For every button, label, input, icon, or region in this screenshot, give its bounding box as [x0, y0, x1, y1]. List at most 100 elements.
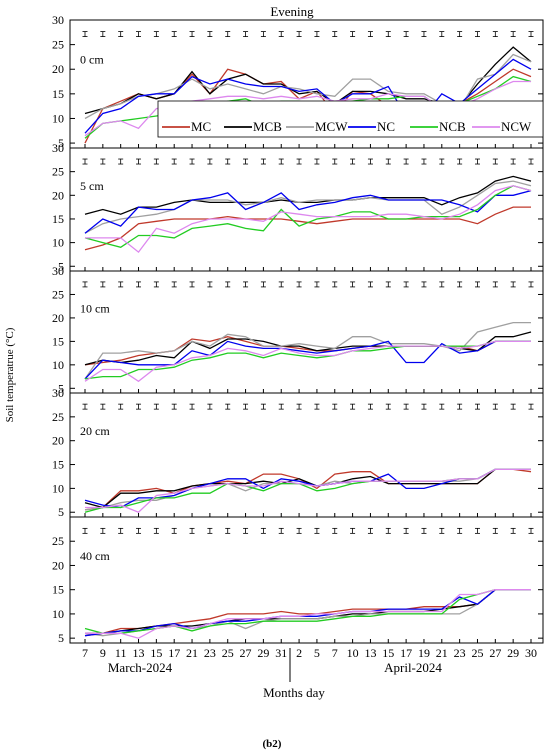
x-tick-label: 15: [382, 646, 394, 660]
error-bar: [207, 31, 213, 37]
error-bar: [314, 158, 320, 165]
error-bar: [100, 31, 106, 37]
error-bar: [225, 31, 231, 37]
x-tick-label: 21: [436, 646, 448, 660]
error-bar: [153, 158, 159, 165]
legend-label: NCB: [439, 119, 466, 134]
y-tick-label: 15: [52, 334, 64, 348]
error-bar: [243, 403, 249, 410]
error-bar: [171, 31, 177, 37]
legend-item-ncb: NCB: [410, 119, 466, 134]
legend-item-mcb: MCB: [224, 119, 282, 134]
legend-label: NC: [377, 119, 395, 134]
error-bar: [314, 403, 320, 410]
error-bar: [225, 281, 231, 288]
error-bar: [457, 527, 463, 534]
error-bar: [118, 31, 124, 37]
panel-frame: [69, 270, 544, 394]
y-tick-label: 15: [52, 212, 64, 226]
error-bar: [492, 158, 498, 165]
panel-frame: [69, 516, 544, 644]
legend-item-mcw: MCW: [286, 119, 348, 134]
error-bar: [474, 403, 480, 410]
error-bar: [332, 281, 338, 288]
error-bar: [296, 527, 302, 534]
x-tick-label: 9: [100, 646, 106, 660]
error-bar: [171, 158, 177, 165]
error-bar: [421, 403, 427, 410]
month-label-march: March-2024: [108, 660, 173, 675]
error-bar: [225, 527, 231, 534]
error-bar: [136, 31, 142, 37]
y-tick-label: 15: [52, 583, 64, 597]
error-bar: [510, 31, 516, 37]
error-bar: [332, 158, 338, 165]
x-tick-label: 23: [204, 646, 216, 660]
x-tick-label: 5: [314, 646, 320, 660]
y-tick-label: 20: [52, 311, 64, 325]
series-line-mcw: [84, 180, 532, 234]
series-line-nc: [84, 340, 531, 380]
error-bar: [421, 281, 427, 288]
error-bar: [439, 281, 445, 288]
series-line-ncw: [84, 340, 531, 383]
y-tick-label: 5: [58, 631, 64, 645]
x-tick-labels: 7 9 11 13 15 17 21 23 25 27 29 31 2 5 7 10 13 15 17 19 21 23 2…: [82, 646, 537, 660]
error-bar: [171, 403, 177, 410]
error-bar: [332, 527, 338, 534]
y-tick-label: 5: [58, 505, 64, 519]
error-bar: [492, 31, 498, 37]
panel-2: 5 10 15 20 25 30 10 cm: [52, 264, 544, 395]
series-line-ncw: [85, 468, 531, 513]
y-tick-label: 25: [52, 287, 64, 301]
legend-label: MC: [191, 119, 211, 134]
error-bar: [225, 403, 231, 410]
error-bar: [243, 527, 249, 534]
error-bar: [367, 403, 373, 410]
x-tick-label: 7: [332, 646, 338, 660]
panel-4: 5 10 15 20 25 40 cm: [52, 516, 544, 645]
error-bar: [421, 527, 427, 534]
y-tick-label: 25: [52, 534, 64, 548]
error-bar: [296, 403, 302, 410]
legend: MC MCB MCW NC NCB NCW: [157, 100, 544, 138]
error-bar: [439, 158, 445, 165]
y-tick-label: 10: [52, 358, 64, 372]
error-bar: [189, 158, 195, 165]
error-bar: [153, 31, 159, 37]
error-bar: [260, 403, 266, 410]
x-tick-label: 31: [275, 646, 287, 660]
error-bar: [510, 281, 516, 288]
error-bar: [403, 31, 409, 37]
error-bar: [153, 403, 159, 410]
error-bar: [510, 527, 516, 534]
error-bar: [189, 527, 195, 534]
error-bar: [350, 281, 356, 288]
y-tick-label: 30: [52, 264, 64, 278]
error-bar: [189, 403, 195, 410]
error-bar: [82, 281, 88, 288]
error-bar: [350, 158, 356, 165]
error-bar: [474, 527, 480, 534]
y-tick-label: 25: [52, 38, 64, 52]
error-bar: [314, 31, 320, 37]
error-bar: [296, 158, 302, 165]
series-line-nc: [84, 589, 531, 637]
y-tick-label: 10: [52, 481, 64, 495]
y-tick-label: 30: [52, 13, 64, 27]
y-tick-label: 20: [52, 434, 64, 448]
error-bar: [385, 158, 391, 165]
error-bar: [367, 158, 373, 165]
depth-label: 5 cm: [80, 179, 104, 193]
series-line-mc: [84, 206, 531, 251]
error-bar: [82, 403, 88, 410]
depth-label: 40 cm: [80, 549, 110, 563]
error-bar: [260, 527, 266, 534]
series-line-mcw: [84, 321, 531, 380]
y-tick-label: 25: [52, 410, 64, 424]
error-bar: [474, 158, 480, 165]
x-tick-label: 17: [400, 646, 412, 660]
error-bar: [82, 158, 88, 165]
error-bar: [385, 281, 391, 288]
series-line-mcb: [84, 175, 532, 215]
